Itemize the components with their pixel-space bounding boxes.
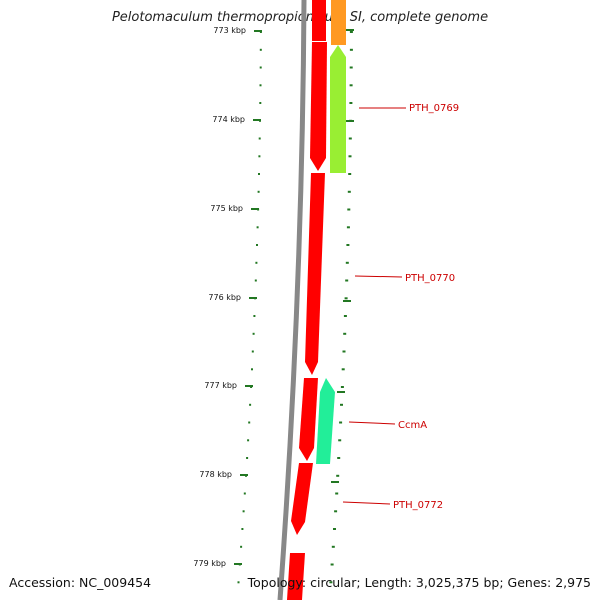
minor-tick — [240, 545, 243, 548]
accession-text: Accession: NC_009454 — [9, 575, 152, 590]
minor-tick — [241, 528, 244, 530]
tick-label-778: 778 kbp — [199, 470, 232, 479]
minor-tick-inner — [339, 421, 343, 424]
tick-label-776: 776 kbp — [208, 293, 241, 302]
minor-tick-inner — [344, 297, 348, 300]
minor-tick-inner — [330, 563, 334, 566]
minor-tick — [259, 84, 262, 87]
minor-tick — [237, 581, 240, 584]
minor-tick-inner — [340, 386, 344, 388]
minor-tick — [242, 510, 245, 513]
plus-strand-genes — [287, 0, 327, 600]
minor-tick — [243, 492, 246, 495]
minus-strand-genes — [316, 0, 346, 464]
minor-tick — [253, 315, 256, 317]
minor-tick-inner — [349, 48, 353, 51]
minor-tick — [256, 226, 259, 229]
minor-tick-inner — [338, 439, 342, 442]
minor-tick-inner — [349, 84, 353, 87]
gene-block-neighbor[interactable] — [331, 0, 346, 45]
minor-tick-inner — [342, 350, 346, 353]
minor-tick-inner — [349, 31, 353, 33]
minor-tick — [249, 403, 252, 406]
minor-tick — [251, 350, 254, 353]
gene-block-PTH_0768[interactable] — [310, 42, 327, 171]
label-PTH_0769[interactable]: PTH_0769 — [409, 103, 459, 114]
minor-tick — [259, 48, 262, 51]
minor-tick-inner — [345, 261, 349, 264]
minor-tick — [259, 66, 262, 69]
minor-tick-inner — [334, 510, 338, 513]
gene-block-PTH_0770[interactable] — [305, 173, 325, 375]
ruler-inner-major — [331, 29, 354, 483]
gene-block-PTH_0773[interactable] — [287, 553, 305, 600]
genome-summary-text: Topology: circular; Length: 3,025,375 bp… — [247, 575, 591, 590]
minor-tick-inner — [347, 208, 351, 211]
minor-tick-inner — [336, 474, 340, 477]
minor-tick-inner — [337, 457, 341, 459]
minor-tick-inner — [340, 403, 343, 406]
minor-tick-inner — [349, 66, 353, 69]
minor-tick-inner — [345, 279, 349, 282]
minor-tick-inner — [331, 545, 335, 548]
minor-tick-inner — [349, 102, 353, 104]
minor-tick-inner — [348, 173, 352, 175]
minor-tick — [255, 261, 258, 264]
minor-tick — [248, 421, 251, 424]
tick-label-777: 777 kbp — [204, 381, 237, 390]
label-CcmA[interactable]: CcmA — [398, 420, 427, 431]
minor-tick — [257, 190, 260, 193]
minor-tick — [246, 457, 249, 459]
minor-tick-inner — [335, 492, 339, 495]
label-PTH_0770[interactable]: PTH_0770 — [405, 273, 455, 284]
minor-tick-inner — [346, 226, 350, 229]
minor-tick-inner — [333, 528, 336, 530]
minor-tick-inner — [341, 368, 345, 371]
tick-label-774: 774 kbp — [212, 115, 245, 124]
label-PTH_0772[interactable]: PTH_0772 — [393, 500, 443, 511]
ruler-minor-ticks — [237, 31, 262, 584]
tick-label-775: 775 kbp — [210, 204, 243, 213]
minor-tick — [251, 368, 253, 371]
gene-block-PTH_0771[interactable] — [299, 378, 318, 461]
minor-tick-inner — [347, 190, 351, 193]
gene-block-PTH_0772[interactable] — [291, 463, 313, 535]
minor-tick — [258, 155, 261, 158]
minor-tick-inner — [346, 244, 350, 246]
minor-tick — [254, 279, 257, 282]
minor-tick-inner — [348, 155, 352, 158]
tick-label-779: 779 kbp — [193, 559, 226, 568]
tick-label-773: 773 kbp — [213, 26, 246, 35]
gene-block-CcmA[interactable] — [316, 378, 335, 464]
genome-title: Pelotomaculum thermopropionicum SI, comp… — [111, 10, 489, 25]
minor-tick-inner — [343, 332, 347, 335]
gene-labels: PTH_0769 PTH_0770 CcmA PTH_0772 — [342, 103, 459, 511]
minor-tick — [247, 439, 250, 442]
ruler-major: 773 kbp 774 kbp 775 kbp 776 kbp 777 kbp … — [193, 26, 262, 568]
gene-block-upper[interactable] — [312, 0, 326, 41]
minor-tick-inner — [329, 581, 333, 584]
ruler-inner-ticks — [329, 31, 353, 584]
gene-block-PTH_0769[interactable] — [330, 45, 346, 173]
minor-tick — [258, 137, 261, 140]
minor-tick — [256, 244, 258, 246]
minor-tick — [252, 332, 255, 335]
genome-backbone — [277, 0, 307, 600]
minor-tick — [259, 102, 262, 104]
minor-tick — [258, 173, 260, 175]
minor-tick-inner — [343, 315, 347, 317]
minor-tick-inner — [348, 137, 352, 140]
